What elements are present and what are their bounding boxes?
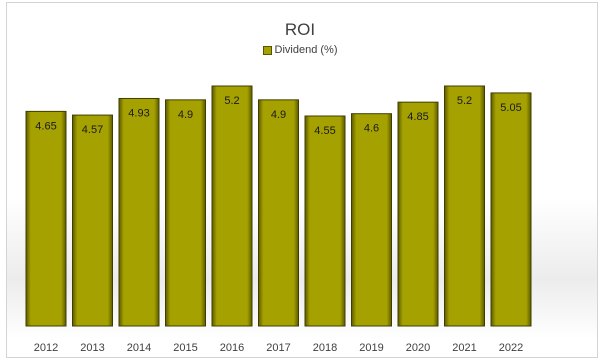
x-tick-label-2022: 2022 [499,342,523,354]
chart-title: ROI [284,20,316,39]
x-tick-label-2021: 2021 [452,342,476,354]
bar-2015 [165,99,206,327]
x-tick-label-2016: 2016 [220,342,244,354]
data-label-2014: 4.93 [128,107,149,119]
x-tick-label-2013: 2013 [80,342,104,354]
data-label-2019: 4.6 [364,123,379,135]
bar-2021 [444,85,485,327]
bar-2018 [304,115,346,327]
data-label-2022: 5.05 [500,102,521,114]
x-tick-label-2019: 2019 [359,342,383,354]
x-tick-label-2015: 2015 [173,342,197,354]
x-tick-label-2017: 2017 [266,342,290,354]
data-label-2020: 4.85 [407,111,428,123]
x-tick-label-2014: 2014 [127,342,151,354]
data-label-2013: 4.57 [82,124,103,136]
x-tick-label-2018: 2018 [313,342,337,354]
data-label-2021: 5.2 [457,95,472,107]
bar-2013 [72,114,113,327]
bar-2017 [258,99,299,327]
x-tick-label-2012: 2012 [34,342,58,354]
data-label-2012: 4.65 [35,120,56,132]
bar-2012 [25,110,67,327]
data-label-2016: 5.2 [224,95,239,107]
data-label-2015: 4.9 [178,109,193,121]
bar-2019 [351,113,392,327]
legend-label: Dividend (%) [274,44,338,56]
data-label-2017: 4.9 [271,109,286,121]
bar-2020 [397,101,439,327]
bar-2014 [118,97,160,327]
data-label-2018: 4.55 [314,125,335,137]
legend-swatch [262,45,272,55]
bar-2016 [211,85,253,327]
bar-2022 [490,92,532,327]
x-tick-label-2020: 2020 [406,342,430,354]
legend: Dividend (%) [0,44,600,56]
